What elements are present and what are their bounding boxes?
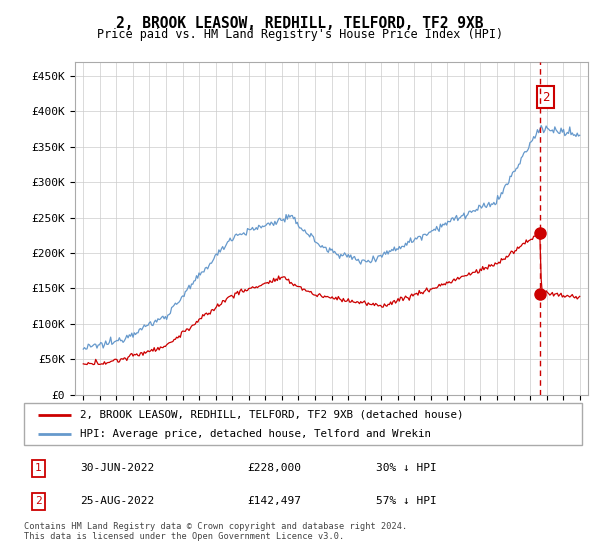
Text: 30% ↓ HPI: 30% ↓ HPI [376, 464, 436, 473]
Text: 2, BROOK LEASOW, REDHILL, TELFORD, TF2 9XB: 2, BROOK LEASOW, REDHILL, TELFORD, TF2 9… [116, 16, 484, 31]
Text: 1: 1 [35, 464, 42, 473]
Text: 57% ↓ HPI: 57% ↓ HPI [376, 497, 436, 506]
Text: £228,000: £228,000 [247, 464, 301, 473]
Text: Price paid vs. HM Land Registry's House Price Index (HPI): Price paid vs. HM Land Registry's House … [97, 28, 503, 41]
Text: Contains HM Land Registry data © Crown copyright and database right 2024.
This d: Contains HM Land Registry data © Crown c… [24, 522, 407, 542]
Text: 2, BROOK LEASOW, REDHILL, TELFORD, TF2 9XB (detached house): 2, BROOK LEASOW, REDHILL, TELFORD, TF2 9… [80, 409, 463, 419]
Text: HPI: Average price, detached house, Telford and Wrekin: HPI: Average price, detached house, Telf… [80, 429, 431, 439]
Text: 2: 2 [542, 91, 549, 104]
Text: 30-JUN-2022: 30-JUN-2022 [80, 464, 154, 473]
Text: 2: 2 [35, 497, 42, 506]
Text: £142,497: £142,497 [247, 497, 301, 506]
FancyBboxPatch shape [24, 403, 582, 445]
Text: 25-AUG-2022: 25-AUG-2022 [80, 497, 154, 506]
